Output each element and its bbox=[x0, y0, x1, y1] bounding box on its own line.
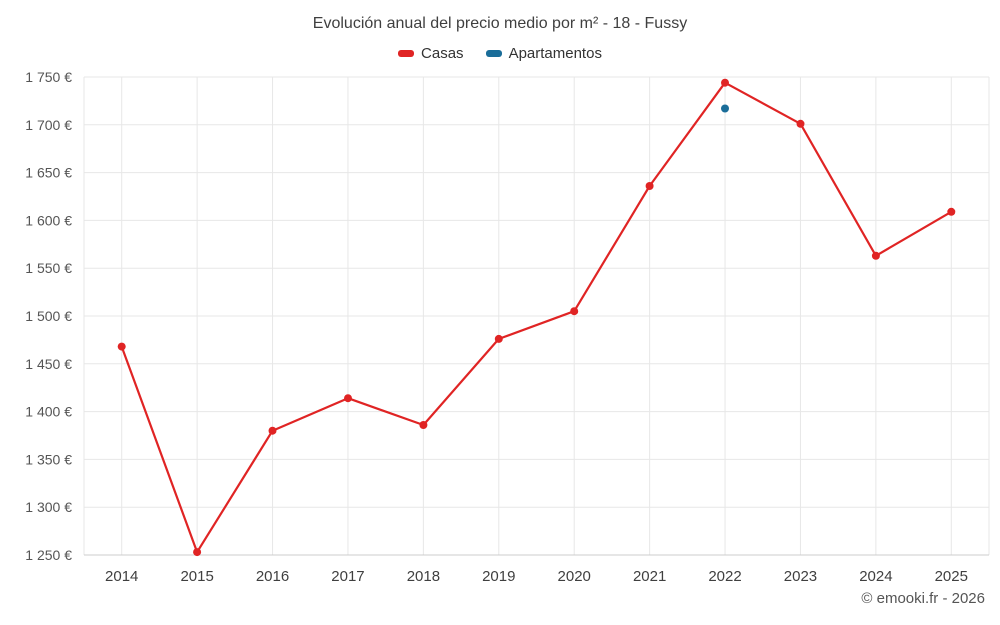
y-tick-label: 1 350 € bbox=[25, 451, 72, 467]
legend-label: Apartamentos bbox=[508, 45, 602, 62]
x-tick-label: 2022 bbox=[708, 568, 741, 585]
data-point-casas[interactable] bbox=[570, 307, 579, 316]
series-line-casas bbox=[120, 81, 953, 554]
data-point-casas[interactable] bbox=[344, 394, 352, 403]
chart-title: Evolución anual del precio medio por m² … bbox=[312, 15, 688, 32]
x-tick-label: 2020 bbox=[558, 568, 591, 585]
legend-item-apartamentos[interactable]: Apartamentos bbox=[485, 45, 602, 62]
data-point-casas[interactable] bbox=[193, 548, 202, 557]
data-point-casas[interactable] bbox=[645, 182, 654, 190]
x-tick-label: 2016 bbox=[256, 568, 289, 585]
legend-marker-apartamentos bbox=[485, 50, 502, 57]
y-tick-label: 1 550 € bbox=[25, 260, 72, 276]
x-tick-label: 2023 bbox=[784, 568, 817, 585]
x-tick-label: 2015 bbox=[180, 568, 213, 585]
data-point-casas[interactable] bbox=[268, 426, 277, 435]
y-tick-label: 1 700 € bbox=[25, 117, 72, 133]
data-point-apartamentos[interactable] bbox=[721, 104, 729, 113]
legend-label: Casas bbox=[421, 45, 464, 62]
data-point-casas[interactable] bbox=[117, 342, 126, 351]
y-tick-label: 1 400 € bbox=[25, 404, 72, 420]
data-point-casas[interactable] bbox=[796, 119, 805, 128]
x-tick-label: 2021 bbox=[633, 568, 666, 585]
y-tick-label: 1 450 € bbox=[25, 356, 72, 372]
x-tick-label: 2014 bbox=[105, 568, 138, 585]
x-tick-label: 2019 bbox=[482, 568, 515, 585]
legend-marker-casas bbox=[398, 50, 415, 57]
y-tick-label: 1 250 € bbox=[25, 547, 72, 563]
x-tick-label: 2018 bbox=[407, 568, 440, 585]
chart-legend: Casas Apartamentos bbox=[0, 44, 1000, 62]
y-tick-label: 1 750 € bbox=[25, 69, 72, 85]
data-point-casas[interactable] bbox=[947, 207, 956, 216]
data-point-casas[interactable] bbox=[419, 421, 428, 429]
x-tick-label: 2025 bbox=[935, 568, 968, 585]
x-tick-label: 2024 bbox=[859, 568, 892, 585]
legend-item-casas[interactable]: Casas bbox=[398, 45, 464, 62]
copyright-credit: © emooki.fr - 2026 bbox=[861, 590, 985, 607]
data-point-casas[interactable] bbox=[871, 251, 880, 260]
y-tick-label: 1 600 € bbox=[25, 212, 72, 228]
gridlines bbox=[83, 76, 990, 556]
data-point-casas[interactable] bbox=[721, 78, 729, 87]
y-tick-label: 1 650 € bbox=[25, 165, 72, 181]
data-point-casas[interactable] bbox=[494, 334, 503, 343]
y-tick-label: 1 300 € bbox=[25, 499, 72, 515]
y-tick-label: 1 500 € bbox=[25, 308, 72, 324]
x-tick-label: 2017 bbox=[331, 568, 364, 585]
